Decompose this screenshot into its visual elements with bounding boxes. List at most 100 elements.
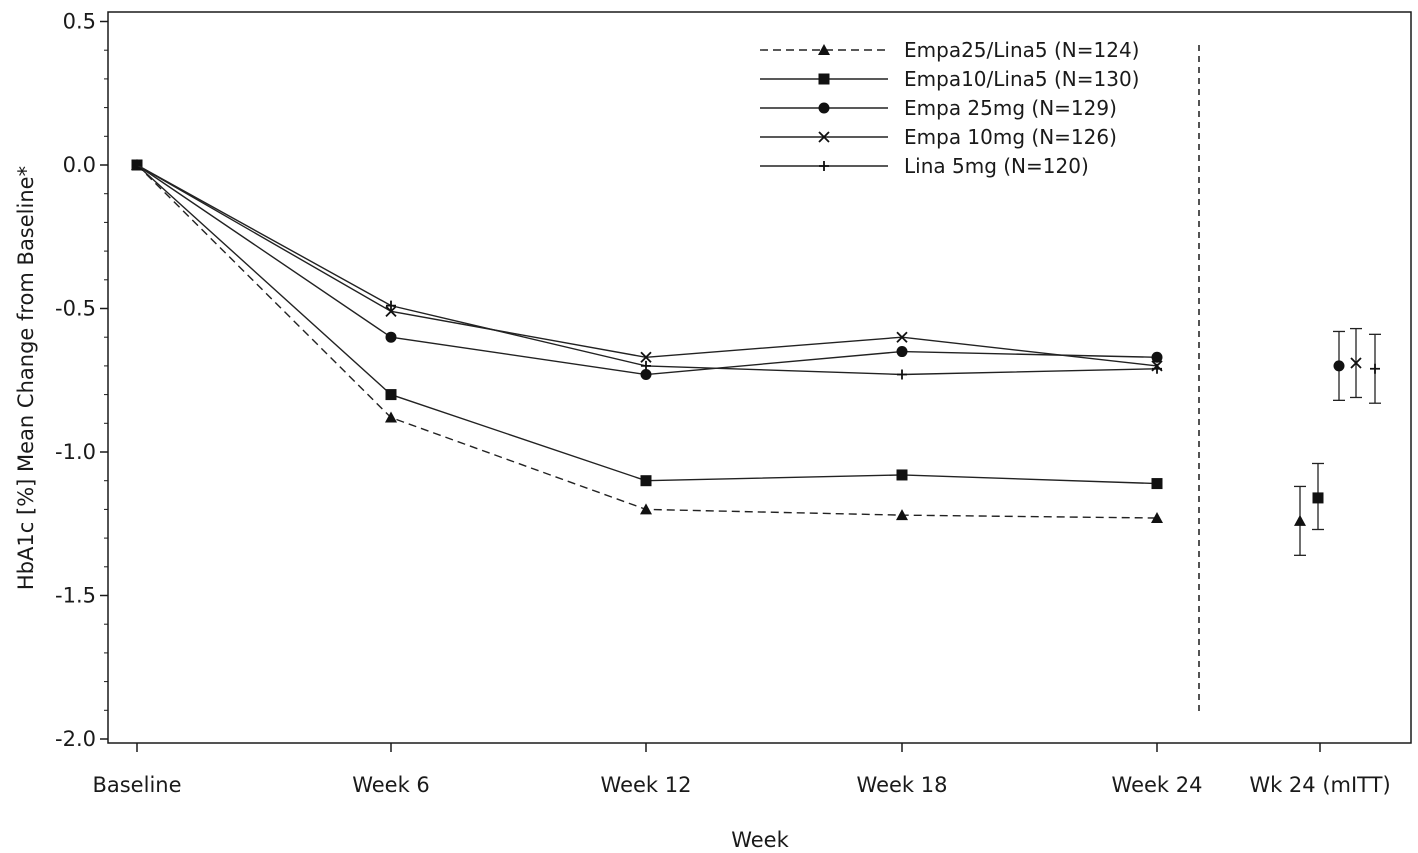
data-point-shape [132, 160, 142, 170]
mitt-mean-marker [1294, 514, 1306, 526]
legend-label: Lina 5mg (N=120) [904, 154, 1089, 178]
legend-item: Lina 5mg (N=120) [760, 154, 1089, 178]
data-point [385, 331, 397, 343]
plot-frame [107, 11, 1412, 744]
y-tick-label: -1.0 [55, 440, 96, 464]
data-point-shape [385, 305, 397, 318]
legend-marker [818, 131, 830, 143]
data-point-shape [385, 389, 397, 401]
legend-marker [818, 102, 830, 114]
mitt-mean-marker [1312, 492, 1324, 504]
mitt-mean-marker [1350, 357, 1362, 369]
data-point-shape [640, 369, 652, 381]
data-point [1151, 512, 1163, 524]
legend-item: Empa10/Lina5 (N=130) [760, 67, 1139, 91]
legend-marker-shape [818, 102, 830, 114]
data-point [1151, 478, 1163, 490]
mitt-mean-marker [1370, 363, 1380, 374]
x-tick-label: Week 12 [601, 773, 692, 797]
x-tick-label: Wk 24 (mITT) [1249, 773, 1390, 797]
mitt-point-3 [1333, 330, 1345, 401]
data-point [641, 360, 651, 371]
data-point-shape [896, 509, 908, 521]
data-point-shape [896, 346, 908, 358]
legend-marker [819, 161, 829, 171]
data-point-shape [1151, 478, 1163, 490]
x-tick-label: Week 24 [1112, 773, 1203, 797]
data-point [385, 389, 397, 401]
series-4 [131, 159, 1163, 372]
series-3 [131, 159, 1163, 381]
data-point-shape [1151, 351, 1163, 363]
data-point-shape [385, 331, 397, 343]
x-tick-label: Baseline [92, 773, 181, 797]
data-point [385, 411, 397, 423]
legend-marker-shape [819, 161, 829, 171]
legend-marker-shape [818, 131, 830, 143]
series-line [136, 164, 1158, 519]
y-tick-label: -0.5 [55, 297, 96, 321]
legend-item: Empa25/Lina5 (N=124) [760, 38, 1139, 62]
legend-item: Empa 10mg (N=126) [760, 125, 1117, 149]
data-point [896, 509, 908, 521]
y-tick-label: -2.0 [55, 727, 96, 751]
data-point-shape [896, 469, 908, 481]
y-axis: 0.5 0.0 -0.5 -1.0 -1.5 -2.0 [55, 10, 108, 751]
data-point-shape [640, 351, 652, 363]
mitt-mean-marker-shape [1294, 514, 1306, 526]
legend-label: Empa 10mg (N=126) [904, 125, 1117, 149]
mitt-point-5 [1369, 333, 1381, 404]
series-2 [131, 159, 1163, 490]
data-point [385, 305, 397, 318]
legend: Empa25/Lina5 (N=124) Empa10/Lina5 (N=130)… [760, 38, 1139, 178]
data-point [897, 369, 907, 380]
x-tick-label: Week 6 [352, 773, 430, 797]
mitt-point-2 [1312, 462, 1324, 531]
legend-item: Empa 25mg (N=129) [760, 96, 1117, 120]
y-tick-label: 0.5 [63, 10, 96, 34]
series-1 [131, 159, 1163, 524]
mitt-mean-marker [1333, 360, 1345, 372]
data-point [640, 369, 652, 381]
mitt-point-1 [1294, 485, 1306, 556]
legend-marker-shape [818, 73, 830, 85]
data-point-shape [1152, 363, 1162, 374]
data-point-shape [640, 475, 652, 487]
y-tick-label: -1.5 [55, 584, 96, 608]
data-point [132, 160, 142, 170]
data-point [640, 351, 652, 363]
data-point-shape [897, 369, 907, 380]
series-layer [131, 159, 1163, 524]
mitt-mean-marker-shape [1312, 492, 1324, 504]
legend-marker-shape [818, 44, 830, 55]
data-point-shape [641, 360, 651, 371]
y-axis-title: HbA1c [%] Mean Change from Baseline* [14, 166, 38, 590]
data-point-shape [896, 331, 908, 343]
data-point [640, 503, 652, 515]
series-line [136, 164, 1158, 376]
legend-label: Empa 25mg (N=129) [904, 96, 1117, 120]
series-line [136, 164, 1158, 367]
data-point-shape [386, 300, 396, 311]
data-point [640, 475, 652, 487]
mitt-mean-marker-shape [1370, 363, 1380, 374]
mitt-mean-marker-shape [1350, 357, 1362, 369]
data-point-shape [1151, 512, 1163, 524]
data-point [896, 346, 908, 358]
series-5 [132, 160, 1162, 380]
x-tick-label: Week 18 [857, 773, 948, 797]
data-point [1152, 363, 1162, 374]
series-line [136, 164, 1158, 485]
legend-label: Empa10/Lina5 (N=130) [904, 67, 1139, 91]
legend-label: Empa25/Lina5 (N=124) [904, 38, 1139, 62]
legend-marker [818, 73, 830, 85]
x-axis: Baseline Week 6 Week 12 Week 18 Week 24 Wk 24… [92, 743, 1391, 797]
legend-marker [818, 44, 830, 55]
mitt-error-bars [1294, 327, 1381, 556]
series-line [136, 164, 1158, 376]
y-tick-label: 0.0 [63, 153, 96, 177]
data-point [896, 331, 908, 343]
data-point-shape [640, 503, 652, 515]
mitt-point-4 [1350, 327, 1362, 399]
